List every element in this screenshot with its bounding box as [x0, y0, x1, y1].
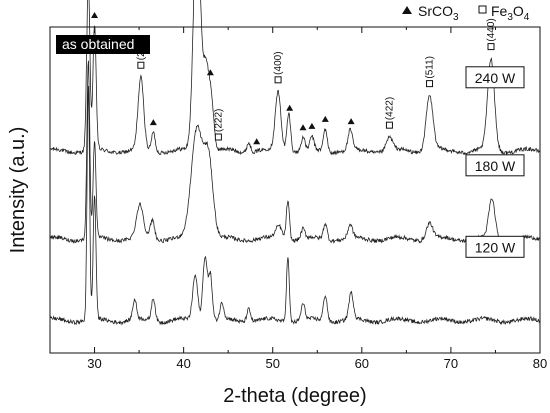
- legend: SrCO3 Fe3O4: [402, 3, 530, 23]
- srco3-marker: [321, 115, 329, 122]
- fe3o4-hkl-label: (440): [486, 18, 497, 41]
- fe3o4-marker: [137, 61, 145, 69]
- fe3o4-marker: [426, 80, 434, 88]
- annotation-text: as obtained: [62, 36, 134, 52]
- series-label-box: [465, 235, 525, 258]
- series-labels: 240 W 180 W 120 W: [465, 66, 525, 258]
- x-axis-ticks: 30 40 50 60 70 80: [49, 27, 547, 371]
- series-label: 120 W: [475, 239, 516, 255]
- legend-srco3: SrCO3: [418, 3, 459, 23]
- fe3o4-hkl-label: (422): [384, 97, 395, 120]
- annotation-badge: as obtained: [56, 35, 150, 54]
- fe3o4-hkl-label: (400): [273, 51, 284, 74]
- srco3-marker: [286, 104, 294, 111]
- pattern-line-120w: [49, 85, 540, 326]
- x-tick-label: 50: [265, 356, 279, 371]
- legend-triangle-icon: [402, 6, 412, 14]
- fe3o4-hkl-label: (222): [213, 109, 224, 132]
- x-tick-label: 80: [533, 356, 547, 371]
- srco3-marker: [206, 69, 214, 76]
- series-label: 240 W: [475, 70, 516, 86]
- x-tick-label: 30: [87, 356, 101, 371]
- legend-fe3o4: Fe3O4: [491, 3, 530, 23]
- fe3o4-marker: [214, 133, 222, 141]
- pattern-line-240w: [49, 0, 540, 156]
- srco3-marker: [149, 119, 157, 126]
- srco3-marker: [347, 118, 355, 125]
- fe3o4-marker: [385, 121, 393, 129]
- srco3-marker: [253, 138, 261, 145]
- phase-markers: (220)(311)(222)(400)(422)(511)(440): [91, 12, 497, 145]
- series-label-box: [465, 66, 525, 89]
- x-tick-label: 70: [444, 356, 458, 371]
- x-axis-label: 2-theta (degree): [223, 385, 366, 407]
- fe3o4-marker: [487, 43, 495, 51]
- pattern-line-180w: [50, 60, 540, 244]
- x-tick-label: 60: [355, 356, 369, 371]
- srco3-marker: [91, 12, 99, 19]
- annotation-badge-bg: [56, 35, 150, 54]
- srco3-marker: [299, 124, 307, 131]
- y-axis-label: Intensity (a.u.): [7, 127, 29, 254]
- fe3o4-hkl-label: (511): [425, 56, 436, 79]
- legend-square-icon: [478, 5, 487, 14]
- srco3-marker: [308, 122, 316, 129]
- x-tick-label: 40: [176, 356, 190, 371]
- series-label-box: [465, 154, 525, 177]
- plot-frame: [49, 26, 541, 354]
- series-label: 180 W: [475, 158, 516, 174]
- xrd-patterns: [49, 0, 540, 326]
- fe3o4-marker: [274, 76, 282, 84]
